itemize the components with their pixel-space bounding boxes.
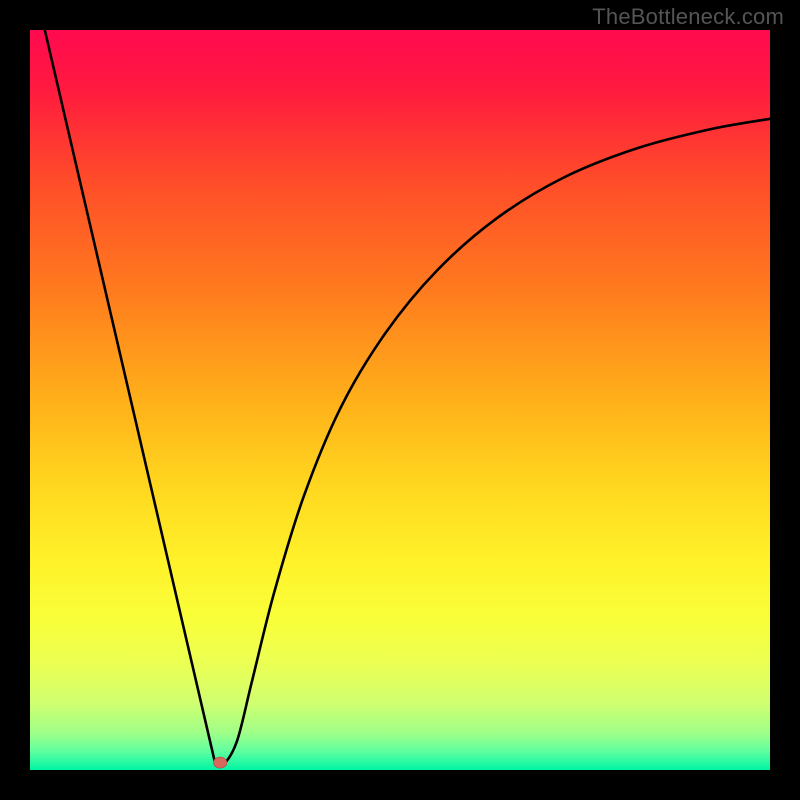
optimum-marker [214, 757, 227, 768]
chart-svg [0, 0, 800, 800]
watermark-text: TheBottleneck.com [592, 4, 784, 30]
bottleneck-chart: TheBottleneck.com [0, 0, 800, 800]
